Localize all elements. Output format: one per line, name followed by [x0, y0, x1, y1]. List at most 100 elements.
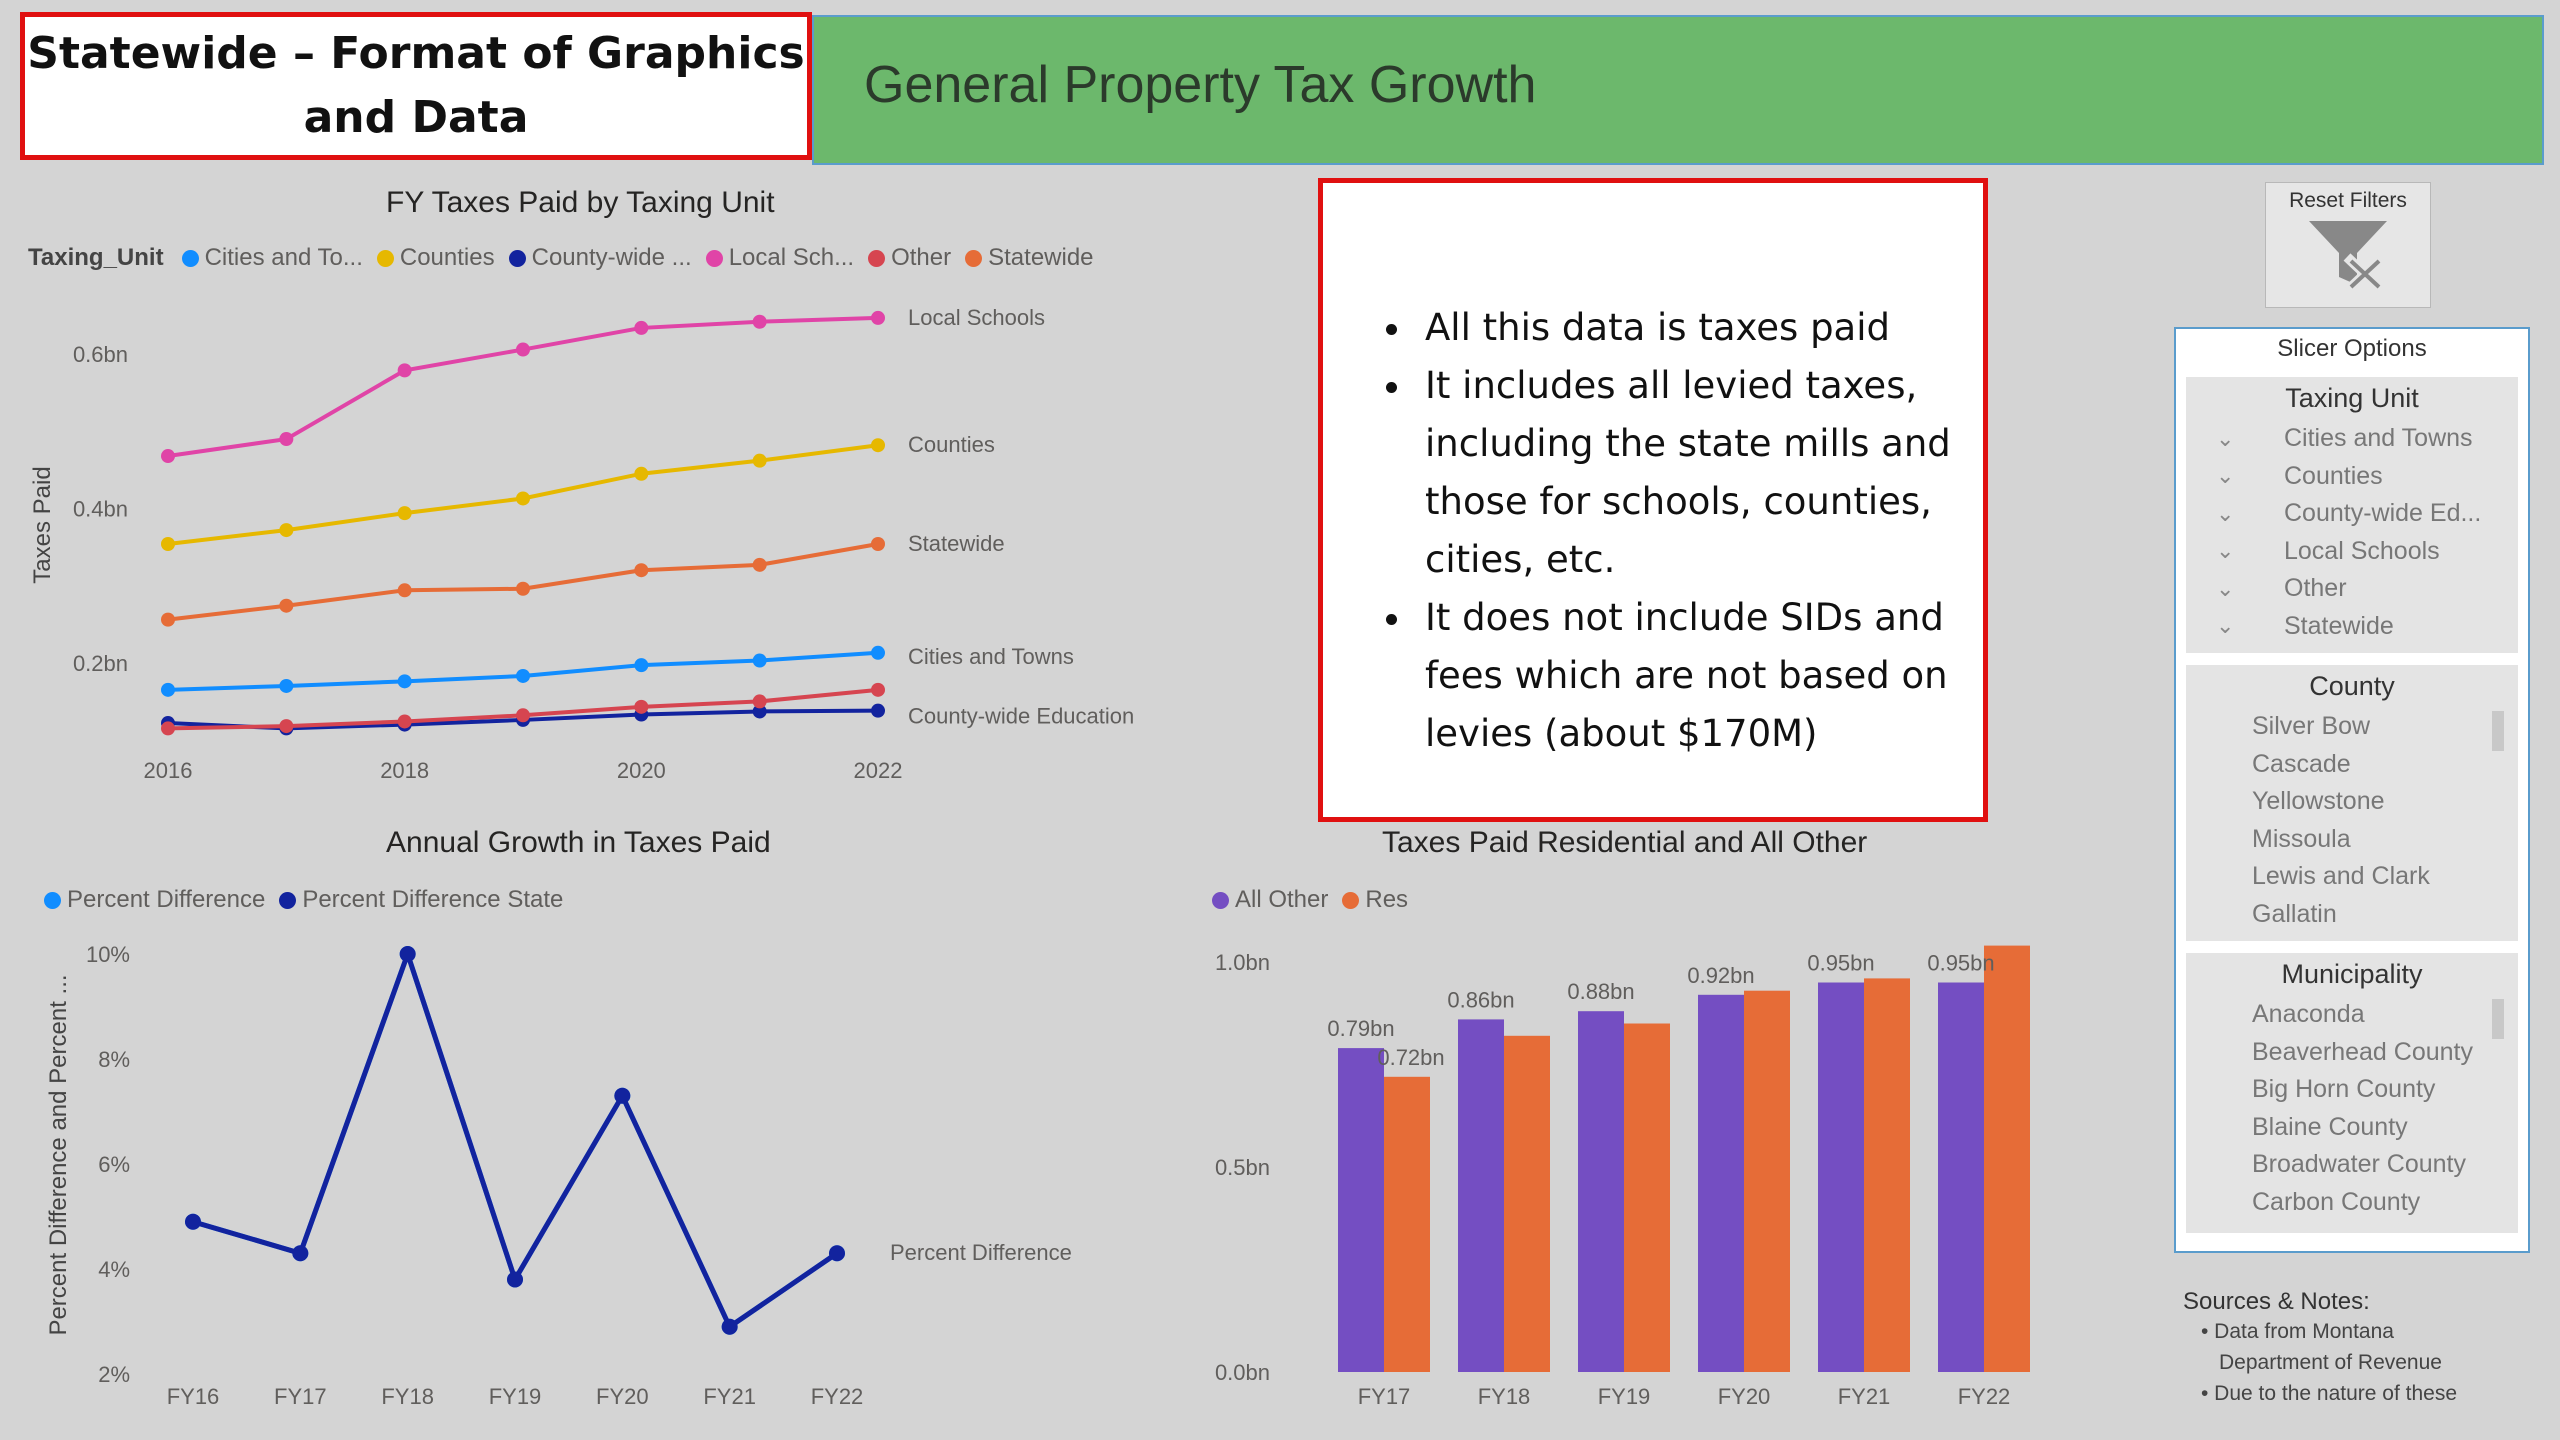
slicer-item-beaverhead-county[interactable]: Beaverhead County: [2252, 1037, 2473, 1066]
y-tick-label: 4%: [98, 1257, 130, 1282]
data-point: [507, 1271, 523, 1288]
series-end-label: Counties: [908, 432, 995, 457]
data-point: [279, 719, 294, 734]
chevron-down-icon[interactable]: ⌄: [2216, 463, 2235, 489]
data-point: [185, 1213, 201, 1230]
data-point: [161, 721, 175, 736]
bar: [1984, 945, 2030, 1372]
data-point: [292, 1245, 309, 1262]
note-bullet-2: It includes all levied taxes, including …: [1415, 357, 1963, 589]
data-point: [752, 694, 767, 709]
legend-dot: [1342, 891, 1360, 909]
data-point: [516, 708, 530, 723]
slicer-item-gallatin[interactable]: Gallatin: [2252, 899, 2337, 928]
legend-item-percent-difference-state[interactable]: Percent Difference State: [279, 886, 563, 914]
series-line: [192, 946, 839, 1331]
slicer-item-counties[interactable]: ⌄ Counties: [2216, 461, 2383, 490]
slicer-item-local-schools[interactable]: ⌄ Local Schools: [2216, 536, 2440, 565]
slicer-item-silver-bow[interactable]: Silver Bow: [2252, 712, 2371, 741]
chevron-down-icon[interactable]: ⌄: [2216, 613, 2235, 639]
legend-item-counties[interactable]: Counties: [376, 244, 495, 272]
data-point: [871, 438, 885, 453]
slicer-item-anaconda[interactable]: Anaconda: [2252, 1000, 2365, 1029]
slicer-item-broadwater-county[interactable]: Broadwater County: [2252, 1150, 2467, 1179]
data-point: [634, 320, 649, 335]
data-point: [871, 682, 885, 697]
data-point: [279, 721, 294, 736]
slicer-item-yellowstone[interactable]: Yellowstone: [2252, 787, 2385, 816]
note-bullet-1: All this data is taxes paid: [1415, 299, 1963, 357]
data-point: [397, 506, 412, 521]
bar: [1504, 1035, 1550, 1372]
series-line: [167, 443, 879, 546]
x-tick-label: FY16: [167, 1384, 220, 1409]
y-tick-label: 0.5bn: [1215, 1155, 1270, 1180]
slicer-item-cities-and-towns[interactable]: ⌄ Cities and Towns: [2216, 424, 2473, 453]
chevron-down-icon[interactable]: ⌄: [2216, 538, 2235, 564]
slicer-item-county-wide-ed[interactable]: ⌄ County-wide Ed...: [2216, 499, 2482, 528]
municipality-slicer: Municipality Anaconda Beaverhead County …: [2186, 953, 2518, 1233]
data-point: [397, 583, 412, 598]
series-line: [192, 946, 839, 1331]
bar: [1864, 978, 1910, 1372]
sources-item-2: Department of Revenue: [2219, 1351, 2442, 1374]
taxing-unit-chart-title: FY Taxes Paid by Taxing Unit: [386, 186, 775, 219]
x-tick-label: FY20: [596, 1384, 649, 1409]
legend-item-all-other[interactable]: All Other: [1212, 886, 1328, 914]
data-point: [507, 1271, 523, 1288]
data-point: [871, 536, 885, 551]
x-tick-label: FY22: [811, 1384, 864, 1409]
legend-dot: [705, 249, 723, 267]
slicer-item-cascade[interactable]: Cascade: [2252, 749, 2351, 778]
slicer-item-carbon-county[interactable]: Carbon County: [2252, 1187, 2421, 1216]
data-point: [399, 946, 416, 962]
legend-item-county-wide[interactable]: County-wide ...: [508, 244, 692, 272]
data-point: [752, 314, 767, 329]
series-line: [167, 315, 879, 459]
chevron-down-icon[interactable]: ⌄: [2216, 575, 2235, 601]
chevron-down-icon[interactable]: ⌄: [2216, 500, 2235, 526]
chevron-down-icon[interactable]: ⌄: [2216, 425, 2235, 451]
reset-filters-button[interactable]: Reset Filters: [2265, 182, 2431, 308]
data-point: [752, 653, 767, 668]
data-point: [161, 716, 175, 731]
sources-notes: Sources & Notes: • Data from Montana Dep…: [2183, 1288, 2523, 1409]
slicer-header: County: [2309, 671, 2395, 701]
data-point: [399, 946, 416, 962]
taxing-unit-slicer: Taxing Unit ⌄ Cities and Towns ⌄ Counties …: [2186, 377, 2518, 653]
x-tick-label: 2016: [144, 758, 193, 783]
series-line: [167, 708, 879, 731]
legend-dot: [868, 249, 886, 267]
slicer-item-blaine-county[interactable]: Blaine County: [2252, 1112, 2408, 1141]
legend-item-res[interactable]: Res: [1342, 886, 1408, 914]
reset-filters-label: Reset Filters: [2289, 189, 2407, 212]
x-tick-label: FY18: [1478, 1384, 1531, 1409]
legend-item-statewide[interactable]: Statewide: [965, 244, 1094, 272]
legend-dot: [508, 249, 526, 267]
slicer-item-missoula[interactable]: Missoula: [2252, 824, 2351, 853]
x-tick-label: FY20: [1718, 1384, 1771, 1409]
slicer-item-statewide[interactable]: ⌄ Statewide: [2216, 611, 2394, 640]
data-point: [634, 707, 649, 722]
data-point: [279, 598, 294, 613]
slicer-header: Taxing Unit: [2285, 383, 2419, 413]
legend-item-other[interactable]: Other: [868, 244, 951, 272]
slicer-item-other[interactable]: ⌄ Other: [2216, 574, 2347, 603]
slicer-item-lewis-and-clark[interactable]: Lewis and Clark: [2252, 862, 2430, 891]
legend-item-cities[interactable]: Cities and To...: [181, 244, 363, 272]
residential-chart-title: Taxes Paid Residential and All Other: [1382, 826, 1868, 859]
bar: [1624, 1023, 1670, 1372]
x-tick-label: FY17: [1358, 1384, 1411, 1409]
legend-item-percent-difference[interactable]: Percent Difference: [44, 886, 265, 914]
county-slicer: County Silver Bow Cascade Yellowstone Mi…: [2186, 665, 2518, 941]
report-title-line1: Statewide – Format of Graphics: [27, 28, 805, 79]
data-point: [871, 310, 885, 325]
legend-item-local-schools[interactable]: Local Sch...: [705, 244, 854, 272]
notes-list: All this data is taxes paid It includes …: [1343, 299, 1963, 763]
residential-legend: All Other Res: [1212, 886, 1408, 914]
data-point: [634, 563, 649, 578]
slicer-item-big-horn-county[interactable]: Big Horn County: [2252, 1075, 2436, 1104]
municipality-scrollbar[interactable]: [2492, 999, 2504, 1039]
county-scrollbar[interactable]: [2492, 711, 2504, 751]
data-point: [829, 1245, 845, 1262]
